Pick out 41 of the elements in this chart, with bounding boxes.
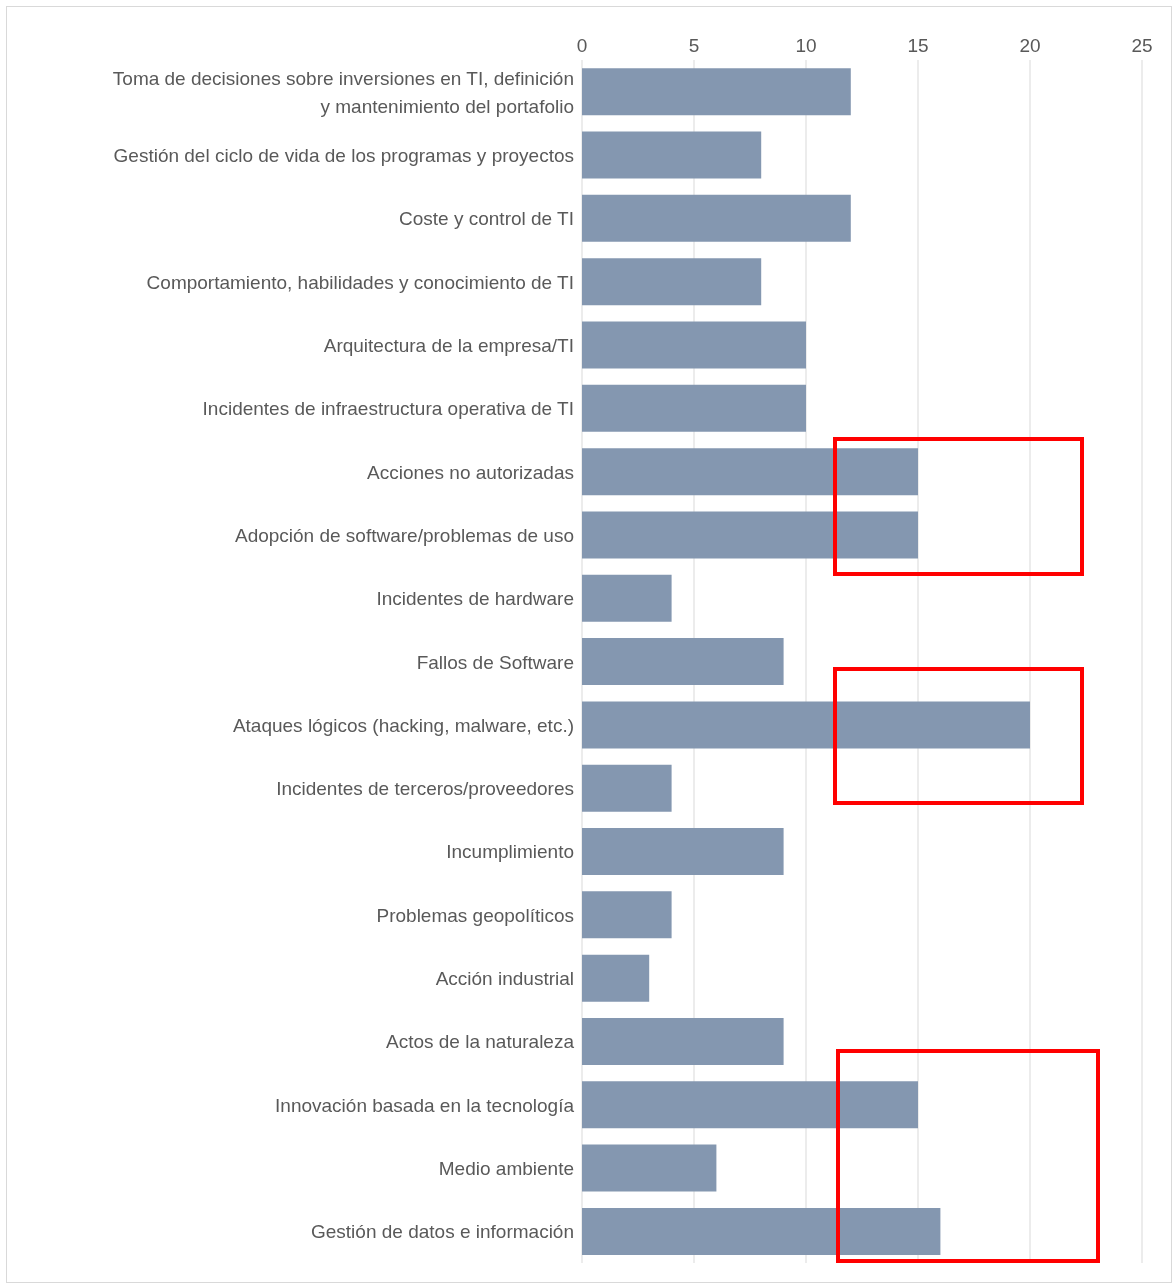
bar [582, 828, 784, 876]
bar [582, 954, 650, 1002]
bar [582, 764, 672, 812]
bar [582, 891, 672, 939]
bar [582, 1144, 717, 1192]
bar [582, 384, 806, 432]
x-tick-label: 15 [907, 35, 929, 56]
y-tick-label: Problemas geopolíticos [376, 904, 574, 926]
y-tick-label: Adopción de software/problemas de uso [234, 524, 574, 546]
y-tick-label: Ataques lógicos (hacking, malware, etc.) [232, 714, 574, 736]
bar [582, 638, 784, 686]
y-tick-label: Comportamiento, habilidades y conocimiento de TI [146, 271, 574, 293]
y-tick-label: Medio ambiente [438, 1157, 574, 1179]
x-tick-label: 0 [576, 35, 588, 56]
x-tick-label: 5 [688, 35, 700, 56]
bar [582, 194, 851, 242]
y-tick-label: Incidentes de hardware [376, 587, 574, 609]
bar [582, 1017, 784, 1065]
y-tick-label: Arquitectura de la empresa/TI [323, 334, 574, 356]
y-tick-label: Incidentes de terceros/proveedores [276, 777, 574, 799]
y-tick-label: Acción industrial [435, 967, 574, 989]
bar [582, 68, 851, 116]
y-tick-label: Acciones no autorizadas [366, 461, 574, 483]
y-tick-label: Toma de decisiones sobre inversiones en TI, definición y mantenimiento del portafolio [112, 67, 574, 117]
x-tick-label: 20 [1019, 35, 1041, 56]
y-tick-label: Gestión del ciclo de vida de los programas y proyectos [113, 144, 574, 166]
bar [582, 258, 762, 306]
bar [582, 1081, 918, 1129]
y-tick-label: Coste y control de TI [399, 207, 574, 229]
bar [582, 131, 762, 179]
y-tick-label: Incumplimiento [446, 840, 574, 862]
bar [582, 1207, 941, 1255]
y-tick-label: Fallos de Software [416, 651, 574, 672]
x-tick-label: 10 [795, 35, 817, 56]
y-tick-label: Innovación basada en la tecnología [275, 1094, 575, 1116]
y-tick-label: Incidentes de infraestructura operativa de TI [202, 397, 574, 419]
bar [582, 574, 672, 622]
y-tick-label: Gestión de datos e información [311, 1220, 574, 1242]
x-tick-label: 25 [1131, 35, 1153, 56]
bar [582, 321, 806, 369]
y-tick-label: Actos de la naturaleza [385, 1030, 575, 1052]
